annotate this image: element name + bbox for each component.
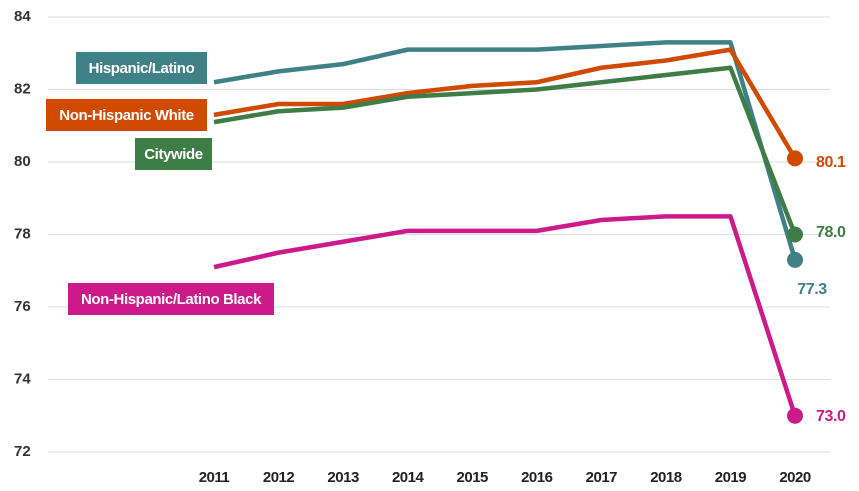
- x-tick-label: 2013: [327, 469, 359, 486]
- series-line: [213, 214, 798, 417]
- value-label: 73.0: [816, 408, 846, 425]
- legend-box: [68, 283, 274, 315]
- legend-label: Non-Hispanic/Latino Black: [81, 291, 262, 308]
- end-point: [787, 251, 803, 268]
- y-tick-label: 82: [14, 80, 31, 97]
- value-label: 78.0: [816, 224, 846, 241]
- y-tick-label: 80: [14, 153, 31, 170]
- x-tick-label: 2014: [392, 469, 425, 486]
- y-tick-label: 74: [14, 370, 31, 387]
- end-point: [787, 226, 803, 243]
- y-tick-label: 72: [14, 443, 31, 460]
- legend-box: [76, 52, 207, 84]
- end-point: [787, 407, 803, 424]
- series-line: [213, 47, 797, 160]
- legend-label: Non-Hispanic White: [59, 107, 194, 124]
- legend-box: [46, 99, 207, 131]
- legend-label: Hispanic/Latino: [89, 60, 195, 77]
- x-tick-label: 2012: [263, 469, 295, 486]
- series-line: [213, 65, 798, 236]
- value-label: 80.1: [816, 154, 846, 171]
- x-tick-label: 2017: [586, 469, 618, 486]
- legend-box: [135, 138, 212, 170]
- y-tick-label: 78: [14, 225, 31, 242]
- series-line: [213, 40, 798, 261]
- x-tick-label: 2015: [457, 469, 489, 486]
- end-point: [787, 150, 803, 167]
- x-tick-label: 2011: [199, 469, 230, 486]
- value-label: 77.3: [797, 281, 827, 298]
- x-tick-label: 2020: [779, 469, 811, 486]
- x-tick-label: 2016: [521, 469, 553, 486]
- y-tick-label: 84: [14, 8, 31, 25]
- x-tick-label: 2018: [650, 469, 682, 486]
- x-tick-label: 2019: [715, 469, 747, 486]
- legend-label: Citywide: [144, 146, 203, 163]
- y-tick-label: 76: [14, 298, 31, 315]
